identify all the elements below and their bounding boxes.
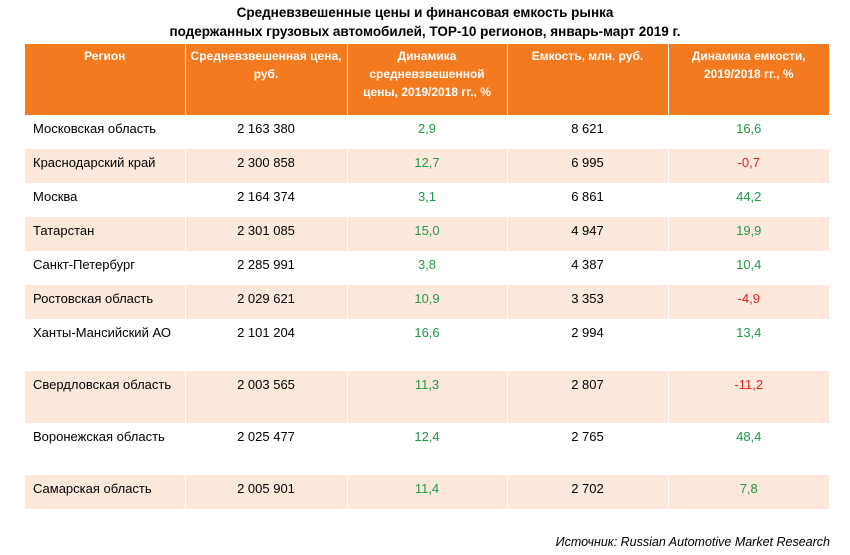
price-cell: 2 300 858 (185, 149, 348, 183)
table-row: Ростовская область 2 029 621 10,9 3 353 … (25, 285, 829, 319)
price-change-cell: 12,7 (347, 149, 508, 183)
table-row: Москва 2 164 374 3,1 6 861 44,2 (25, 183, 829, 217)
capacity-change-cell: -4,9 (668, 285, 829, 319)
region-cell: Краснодарский край (25, 149, 186, 183)
capacity-change-cell: 16,6 (668, 115, 829, 149)
capacity-change-cell: 48,4 (668, 423, 829, 475)
price-cell: 2 285 991 (185, 251, 348, 285)
region-cell: Московская область (25, 115, 186, 149)
price-change-cell: 15,0 (347, 217, 508, 251)
capacity-change-cell: 19,9 (668, 217, 829, 251)
table-row: Московская область 2 163 380 2,9 8 621 1… (25, 115, 829, 149)
price-change-cell: 16,6 (347, 319, 508, 371)
price-cell: 2 025 477 (185, 423, 348, 475)
capacity-change-cell: -11,2 (668, 371, 829, 423)
regions-table: Регион Средневзвешенная цена, руб. Динам… (25, 44, 829, 509)
price-cell: 2 005 901 (185, 475, 348, 509)
capacity-cell: 4 947 (507, 217, 669, 251)
capacity-cell: 2 994 (507, 319, 669, 371)
capacity-change-cell: 13,4 (668, 319, 829, 371)
price-change-cell: 3,8 (347, 251, 508, 285)
capacity-cell: 8 621 (507, 115, 669, 149)
table-row: Самарская область 2 005 901 11,4 2 702 7… (25, 475, 829, 509)
capacity-cell: 2 807 (507, 371, 669, 423)
capacity-cell: 2 765 (507, 423, 669, 475)
price-change-cell: 2,9 (347, 115, 508, 149)
table-header-row: Регион Средневзвешенная цена, руб. Динам… (25, 44, 829, 115)
header-price: Средневзвешенная цена, руб. (185, 44, 348, 115)
region-cell: Санкт-Петербург (25, 251, 186, 285)
table-row: Татарстан 2 301 085 15,0 4 947 19,9 (25, 217, 829, 251)
price-change-cell: 11,3 (347, 371, 508, 423)
price-cell: 2 163 380 (185, 115, 348, 149)
header-region: Регион (25, 44, 186, 115)
price-change-cell: 12,4 (347, 423, 508, 475)
title-line-1: Средневзвешенные цены и финансовая емкос… (236, 5, 614, 20)
capacity-cell: 6 861 (507, 183, 669, 217)
capacity-cell: 3 353 (507, 285, 669, 319)
price-change-cell: 10,9 (347, 285, 508, 319)
price-cell: 2 301 085 (185, 217, 348, 251)
region-cell: Ростовская область (25, 285, 186, 319)
region-cell: Ханты-Мансийский АО (25, 319, 186, 371)
price-cell: 2 101 204 (185, 319, 348, 371)
table-row: Краснодарский край 2 300 858 12,7 6 995 … (25, 149, 829, 183)
price-cell: 2 003 565 (185, 371, 348, 423)
table-row: Воронежская область 2 025 477 12,4 2 765… (25, 423, 829, 475)
price-change-cell: 11,4 (347, 475, 508, 509)
capacity-cell: 4 387 (507, 251, 669, 285)
capacity-cell: 2 702 (507, 475, 669, 509)
table-row: Свердловская область 2 003 565 11,3 2 80… (25, 371, 829, 423)
capacity-change-cell: 10,4 (668, 251, 829, 285)
header-capacity-change: Динамика емкости, 2019/2018 гг., % (668, 44, 829, 115)
region-cell: Воронежская область (25, 423, 186, 475)
price-cell: 2 029 621 (185, 285, 348, 319)
region-cell: Самарская область (25, 475, 186, 509)
capacity-change-cell: -0,7 (668, 149, 829, 183)
capacity-change-cell: 44,2 (668, 183, 829, 217)
table-row: Ханты-Мансийский АО 2 101 204 16,6 2 994… (25, 319, 829, 371)
region-cell: Свердловская область (25, 371, 186, 423)
source-note: Источник: Russian Automotive Market Rese… (555, 535, 830, 549)
region-cell: Татарстан (25, 217, 186, 251)
title-line-2: подержанных грузовых автомобилей, TOP-10… (169, 24, 681, 39)
price-cell: 2 164 374 (185, 183, 348, 217)
capacity-cell: 6 995 (507, 149, 669, 183)
header-price-change: Динамика средневзвешенной цены, 2019/201… (347, 44, 508, 115)
region-cell: Москва (25, 183, 186, 217)
capacity-change-cell: 7,8 (668, 475, 829, 509)
table-row: Санкт-Петербург 2 285 991 3,8 4 387 10,4 (25, 251, 829, 285)
header-capacity: Емкость, млн. руб. (507, 44, 669, 115)
chart-title: Средневзвешенные цены и финансовая емкос… (0, 3, 850, 41)
price-change-cell: 3,1 (347, 183, 508, 217)
